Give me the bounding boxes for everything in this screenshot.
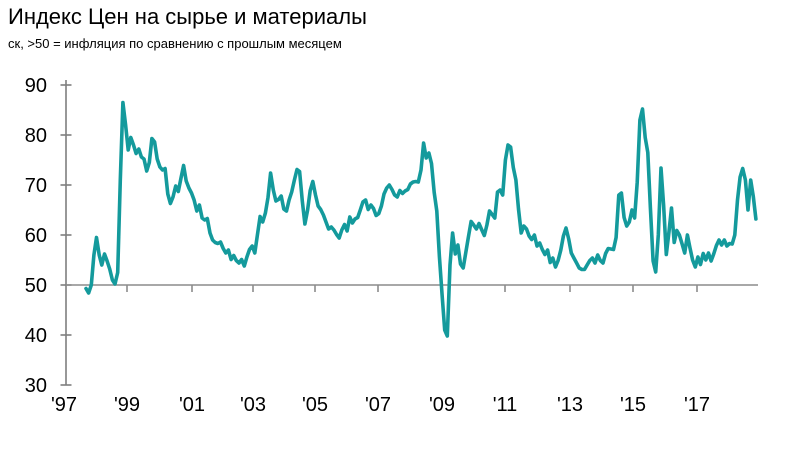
x-tick-label: '99 xyxy=(114,394,140,416)
y-tick-label: 80 xyxy=(25,125,47,147)
x-tick-label: '07 xyxy=(365,394,391,416)
y-tick-label: 40 xyxy=(25,325,47,347)
reference-line-50 xyxy=(66,284,758,292)
chart-title: Индекс Цен на сырье и материалы xyxy=(8,4,367,29)
x-tick-label: '15 xyxy=(620,394,646,416)
chart-subtitle: ск, >50 = инфляция по сравнению с прошлы… xyxy=(8,36,342,51)
price-index-series xyxy=(84,100,758,338)
y-axis xyxy=(60,80,72,386)
y-tick-label: 30 xyxy=(25,375,47,397)
x-tick-label: '05 xyxy=(302,394,328,416)
axis-labels: 90 80 70 60 50 40 30'97 '99 '01 '03 '05 '07 '09 '11 '1… xyxy=(25,75,710,416)
y-tick-label: 60 xyxy=(25,225,47,247)
y-tick-label: 90 xyxy=(25,75,47,97)
x-tick-label: '03 xyxy=(240,394,266,416)
x-tick-label: '01 xyxy=(179,394,205,416)
data-line xyxy=(84,100,758,338)
y-tick-label: 70 xyxy=(25,175,47,197)
x-tick-label: '09 xyxy=(429,394,455,416)
x-tick-label: '17 xyxy=(684,394,710,416)
y-tick-label: 50 xyxy=(25,275,47,297)
x-tick-label: '97 xyxy=(51,394,77,416)
x-tick-label: '11 xyxy=(493,394,518,416)
x-tick-label: '13 xyxy=(557,394,583,416)
